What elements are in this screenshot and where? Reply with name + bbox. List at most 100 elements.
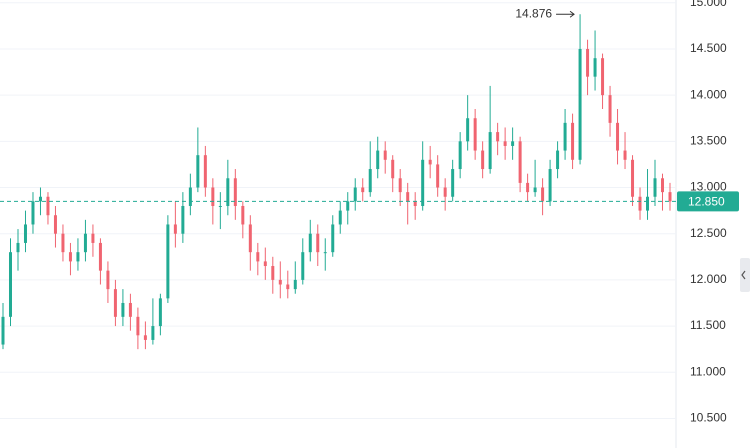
y-tick-label: 10.500 <box>690 411 727 425</box>
candle-body <box>196 155 200 188</box>
candle-body <box>91 233 95 243</box>
candle-body <box>458 141 462 170</box>
candle-body <box>331 224 335 253</box>
candle-body <box>38 196 42 202</box>
candle-body <box>623 150 627 160</box>
candle-body <box>361 187 365 193</box>
candle-body <box>571 122 575 160</box>
candle-body <box>203 155 207 188</box>
candle-body <box>248 224 252 253</box>
high-label: 14.876 <box>515 6 552 20</box>
candle-body <box>653 178 657 197</box>
candle-body <box>518 141 522 183</box>
candle-body <box>488 132 492 170</box>
scroll-handle-arrow <box>741 270 746 280</box>
candle-body <box>376 150 380 170</box>
candle-body <box>263 261 267 267</box>
candle-body <box>278 279 282 285</box>
candle-body <box>271 266 275 280</box>
candle-body <box>158 298 162 327</box>
candle-body <box>601 58 605 96</box>
candle-body <box>548 169 552 202</box>
candle-body <box>428 159 432 165</box>
y-tick-label: 15.000 <box>690 0 727 9</box>
y-tick-label: 14.500 <box>690 41 727 55</box>
candle-body <box>151 326 155 340</box>
candle-body <box>143 335 147 340</box>
candle-body <box>631 159 635 197</box>
candle-body <box>233 178 237 206</box>
candle-body <box>526 182 530 193</box>
candle-body <box>121 302 125 317</box>
candle-body <box>46 196 50 216</box>
candle-body <box>98 242 102 271</box>
high-arrow <box>556 10 575 18</box>
candle-body <box>338 210 342 225</box>
candle-body <box>8 252 12 317</box>
candle-body <box>301 252 305 280</box>
candle-body <box>293 279 297 290</box>
candle-body <box>616 122 620 151</box>
candle-body <box>113 289 117 317</box>
candle-body <box>346 201 350 211</box>
y-tick-label: 14.000 <box>690 87 727 101</box>
candle-body <box>323 252 327 254</box>
candle-body <box>61 233 65 253</box>
candle-body <box>83 233 87 253</box>
y-tick-label: 12.000 <box>690 272 727 286</box>
candle-body <box>256 252 260 262</box>
candle-body <box>136 316 140 336</box>
candle-body <box>226 178 230 206</box>
candle-body <box>533 187 537 193</box>
candle-body <box>451 169 455 197</box>
candle-body <box>496 132 500 142</box>
candle-body <box>1 316 5 345</box>
candle-body <box>308 233 312 253</box>
candle-body <box>436 164 440 188</box>
y-tick-label: 13.500 <box>690 133 727 147</box>
candle-body <box>398 178 402 193</box>
last-price-label: 12.850 <box>688 195 725 209</box>
candle-body <box>481 150 485 170</box>
candle-body <box>16 242 20 253</box>
candle-body <box>638 196 642 211</box>
candle-body <box>188 187 192 206</box>
candle-body <box>556 150 560 170</box>
candle-body <box>473 118 477 151</box>
candle-body <box>541 187 545 202</box>
y-tick-label: 11.500 <box>690 318 726 332</box>
candle-body <box>23 224 27 243</box>
candle-body <box>503 141 507 146</box>
candle-body <box>241 205 245 225</box>
scroll-handle[interactable] <box>740 258 750 292</box>
candle-body <box>166 224 170 299</box>
candle-body <box>586 48 590 77</box>
candle-body <box>53 215 57 234</box>
candle-body <box>578 48 582 160</box>
candle-body <box>76 252 80 262</box>
candle-body <box>406 192 410 202</box>
candle-body <box>368 169 372 193</box>
candle-body <box>466 118 470 142</box>
candle-body <box>181 205 185 234</box>
y-tick-label: 12.500 <box>690 226 727 240</box>
candle-body <box>218 205 222 207</box>
candle-body <box>563 122 567 151</box>
candle-body <box>421 159 425 206</box>
candle-body <box>211 187 215 206</box>
candle-body <box>608 95 612 123</box>
candle-body <box>646 196 650 211</box>
candle-body <box>443 187 447 197</box>
candle-body <box>511 141 515 146</box>
candle-body <box>661 178 665 193</box>
candle-body <box>106 270 110 290</box>
candle-body <box>668 192 672 202</box>
candle-body <box>286 284 290 290</box>
candle-body <box>68 252 72 262</box>
candle-body <box>316 233 320 253</box>
candle-body <box>128 302 132 317</box>
candle-body <box>391 159 395 179</box>
candle-body <box>383 150 387 160</box>
